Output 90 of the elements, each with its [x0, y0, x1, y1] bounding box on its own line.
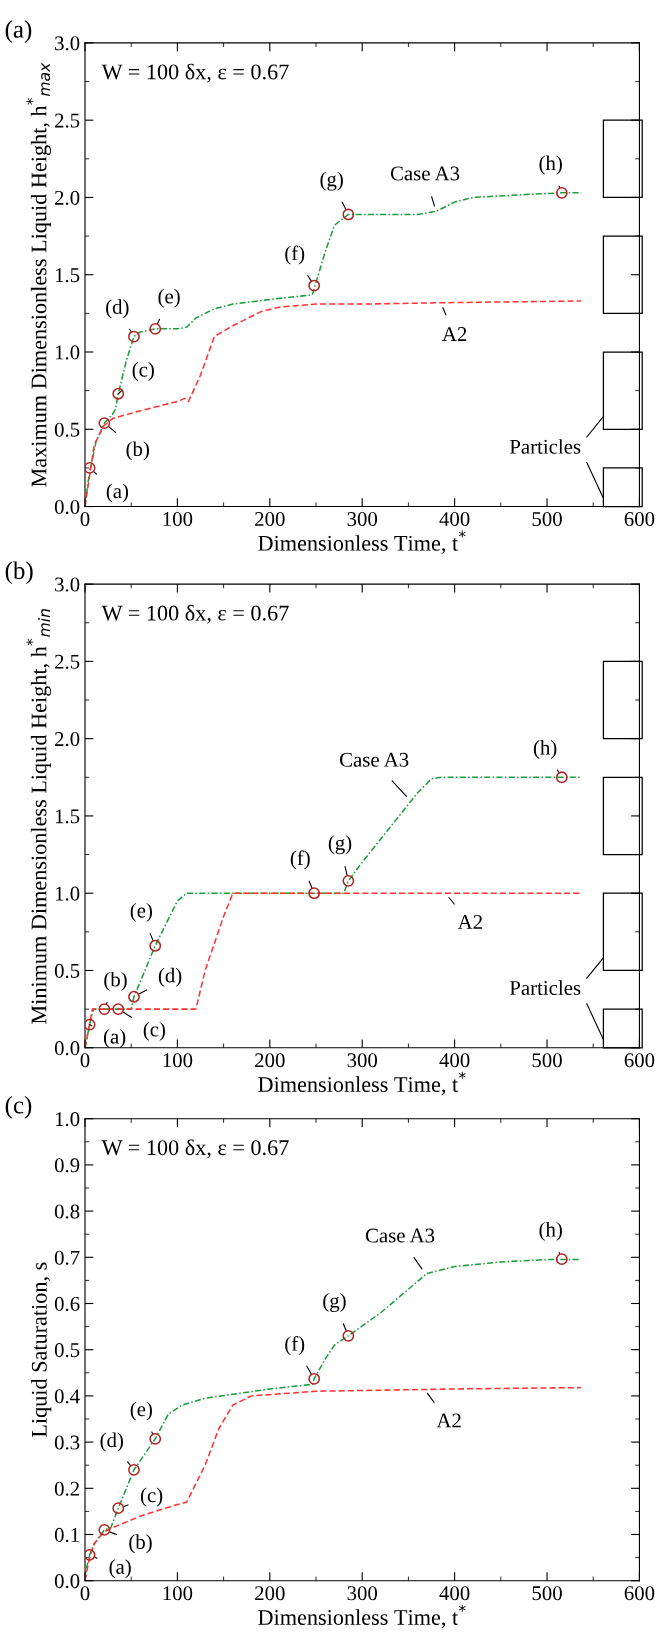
annotation: (a) [103, 1029, 126, 1048]
x-tick-label: 0 [80, 512, 90, 527]
annotation: (c) [140, 1487, 163, 1507]
annotation: (h) [539, 155, 562, 175]
y-axis-title: Liquid Saturation, s [31, 1262, 52, 1438]
y-tick-label: 3.0 [55, 577, 80, 592]
annotation: W = 100 δx, ε = 0.67 [101, 604, 289, 624]
annotation: Particles [509, 980, 581, 996]
y-tick-label: 1.0 [55, 886, 80, 901]
x-tick-label: 500 [532, 1586, 562, 1601]
annotation: (h) [539, 1221, 562, 1241]
annotation: A2 [436, 1413, 461, 1428]
x-tick-label: 400 [439, 1586, 470, 1601]
chart-title: (c) [5, 1096, 32, 1119]
annotation: (d) [106, 299, 129, 319]
y-tick-label: 0.4 [54, 1389, 80, 1404]
y-tick-label: 0.8 [54, 1204, 80, 1219]
annotation: (f) [285, 245, 305, 265]
y-tick-label: 1.0 [55, 345, 80, 360]
annotation: Case A3 [365, 1228, 435, 1243]
y-tick-label: 0.3 [54, 1435, 80, 1450]
annotation: A2 [442, 327, 467, 341]
x-tick-label: 100 [163, 1053, 193, 1068]
y-tick-label: 0.5 [54, 422, 80, 437]
y-tick-label: 0.1 [54, 1527, 79, 1543]
y-axis-title: Maximum Dimensionless Liquid Height, h$^{*}$$_{max}$ [26, 62, 52, 487]
annotation: (a) [109, 1559, 131, 1579]
annotation: Case A3 [340, 752, 409, 767]
x-tick-label: 0 [80, 1586, 90, 1601]
x-tick-label: 300 [347, 512, 378, 527]
x-tick-label: 500 [532, 1053, 562, 1068]
x-tick-label: 400 [439, 1053, 470, 1068]
annotation: (c) [132, 362, 154, 381]
y-tick-label: 1.5 [55, 268, 80, 283]
annotation: Case A3 [390, 166, 460, 181]
x-tick-label: 600 [624, 1053, 655, 1068]
y-tick-label: 0.0 [54, 1574, 80, 1589]
x-tick-label: 0 [80, 1053, 90, 1068]
y-tick-label: 0.6 [54, 1296, 80, 1312]
x-axis-title: Dimensionless Time, t$^{*}$ [258, 530, 466, 554]
annotation: (g) [328, 835, 352, 855]
x-tick-label: 400 [439, 512, 470, 527]
x-tick-label: 300 [347, 1586, 378, 1601]
x-tick-label: 600 [624, 1586, 655, 1601]
x-tick-label: 200 [255, 1053, 285, 1068]
annotation: (c) [143, 1021, 166, 1041]
y-tick-label: 0.7 [54, 1250, 80, 1265]
x-axis-title: Dimensionless Time, t$^{*}$ [258, 1604, 466, 1629]
annotation: (d) [100, 1432, 123, 1452]
y-tick-label: 0.0 [54, 1041, 80, 1056]
annotation: (a) [106, 483, 129, 503]
annotation: (h) [533, 740, 557, 759]
x-axis-title: Dimensionless Time, t$^{*}$ [258, 1071, 466, 1096]
x-tick-label: 300 [347, 1053, 378, 1068]
annotation: W = 100 δx, ε = 0.67 [101, 63, 289, 83]
y-tick-label: 0.9 [54, 1158, 80, 1173]
annotation: (e) [130, 1401, 152, 1421]
annotation: (f) [285, 1335, 305, 1356]
y-tick-label: 2.0 [55, 190, 80, 205]
x-tick-label: 100 [163, 512, 193, 527]
y-tick-label: 2.5 [55, 113, 80, 128]
x-tick-label: 200 [255, 1586, 285, 1601]
x-tick-label: 500 [532, 512, 562, 527]
annotation: Particles [509, 439, 581, 454]
annotation: (e) [130, 902, 152, 922]
annotation: (g) [320, 171, 343, 191]
annotation: W = 100 δx, ε = 0.67 [101, 1139, 289, 1159]
y-tick-label: 0.5 [54, 1343, 80, 1358]
chart-title: (a) [5, 20, 32, 43]
annotation: A2 [457, 914, 482, 929]
annotation: (d) [158, 967, 182, 987]
annotation: (g) [323, 1293, 346, 1312]
annotation: (b) [129, 1534, 152, 1554]
y-axis-title: Minimum Dimensionless Liquid Height, h$^{*}$$_{min}$ [26, 609, 52, 1024]
x-tick-label: 200 [255, 512, 285, 527]
y-tick-label: 2.0 [55, 732, 80, 747]
y-tick-label: 1.5 [55, 809, 80, 824]
y-tick-label: 3.0 [55, 36, 80, 51]
annotation: (f) [290, 850, 310, 870]
y-tick-label: 1.0 [55, 1112, 80, 1127]
y-tick-label: 2.5 [55, 654, 80, 669]
annotation: (b) [126, 441, 149, 461]
annotation: (b) [104, 971, 127, 991]
y-tick-label: 0.0 [54, 499, 80, 515]
x-tick-label: 100 [163, 1586, 193, 1601]
y-tick-label: 0.5 [54, 963, 80, 978]
y-tick-label: 0.2 [54, 1481, 79, 1496]
annotation: (e) [158, 288, 180, 308]
x-tick-label: 600 [624, 512, 655, 527]
chart-title: (b) [5, 561, 33, 585]
